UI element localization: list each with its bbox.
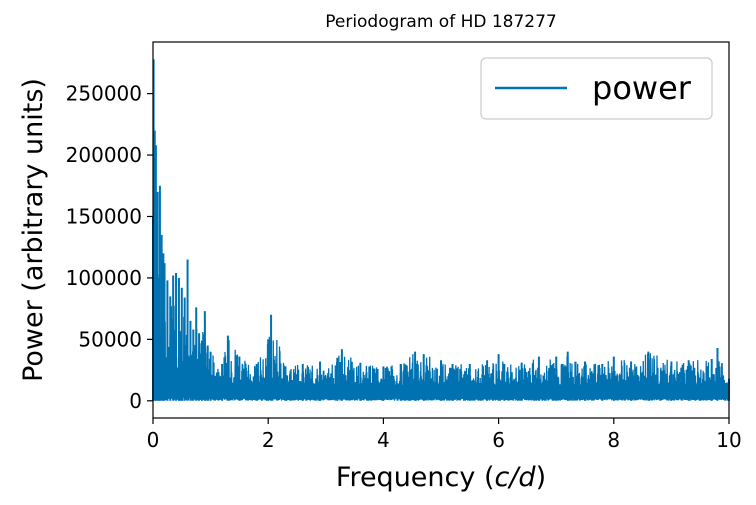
x-tick-label: 6 <box>492 428 505 452</box>
x-tick-label: 10 <box>716 428 741 452</box>
y-tick-label: 200000 <box>66 143 142 167</box>
x-tick-label: 4 <box>377 428 390 452</box>
y-tick-label: 100000 <box>66 266 142 290</box>
y-tick-label: 250000 <box>66 82 142 106</box>
x-tick-label: 8 <box>607 428 620 452</box>
x-axis-label: Frequency (c/d) <box>336 462 546 493</box>
y-tick-label: 50000 <box>78 327 142 351</box>
plot-area <box>152 59 730 401</box>
x-tick-label: 2 <box>262 428 275 452</box>
legend-label-power: power <box>592 69 692 107</box>
legend: power <box>480 57 713 120</box>
x-axis-ticks: 0 2 4 6 8 10 <box>147 418 742 452</box>
y-tick-label: 150000 <box>66 204 142 228</box>
y-axis-label: Power (arbitrary units) <box>18 78 49 382</box>
y-axis-ticks: 0 50000 100000 150000 200000 250000 <box>66 82 153 413</box>
chart-title: Periodogram of HD 187277 <box>325 12 557 32</box>
x-tick-label: 0 <box>147 428 160 452</box>
y-tick-label: 0 <box>129 389 142 413</box>
legend-box <box>480 57 713 120</box>
axes-frame <box>152 41 730 419</box>
